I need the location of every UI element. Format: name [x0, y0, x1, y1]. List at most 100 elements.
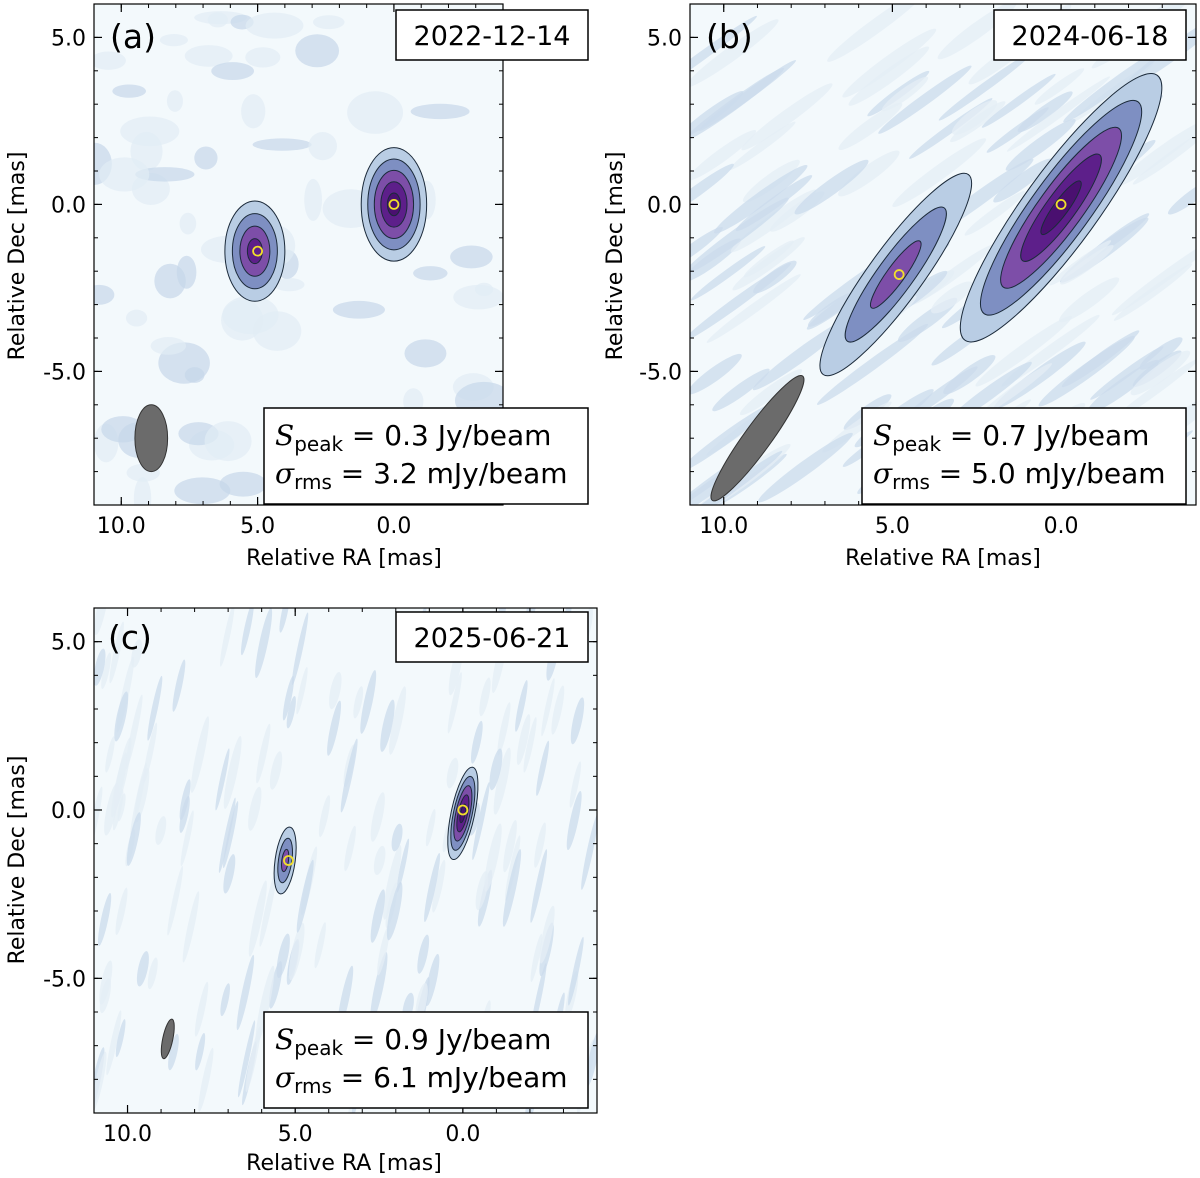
noise-stripe — [515, 680, 528, 732]
noise-stripe — [101, 652, 112, 689]
noise-blob — [332, 300, 385, 319]
noise-stripe — [690, 246, 766, 301]
noise-stripe — [730, 189, 817, 253]
noise-stripe — [739, 369, 803, 416]
noise-stripe — [1063, 44, 1170, 123]
noise-stripe — [1049, 240, 1112, 286]
noise-blob — [347, 91, 404, 134]
noise-stripe — [172, 659, 186, 712]
noise-stripe — [327, 700, 342, 756]
noise-stripe — [714, 164, 808, 234]
stat-peak-a: Speak = 0.3 Jy/beam — [275, 419, 551, 456]
noise-stripe — [523, 717, 537, 773]
noise-stripe — [417, 934, 430, 974]
date-label-a: 2022-12-14 — [414, 21, 571, 52]
date-box-b — [993, 9, 1187, 61]
noise-stripe — [1005, 119, 1076, 171]
noise-stripe — [105, 736, 115, 773]
source-component-a-1 — [360, 147, 428, 262]
source-component-c-1 — [447, 766, 479, 861]
noise-blob — [207, 12, 228, 28]
noise-stripe — [827, 4, 928, 62]
noise-stripe — [237, 1020, 256, 1098]
stat-rms-c: σrms = 6.1 mJy/beam — [275, 1061, 568, 1098]
beam-ellipse-c — [160, 1018, 175, 1060]
stat-peak-sub-a: peak — [294, 432, 343, 456]
date-box-a — [395, 9, 589, 61]
noise-stripe — [1061, 330, 1140, 388]
noise-stripe — [979, 363, 1053, 417]
noise-stripe — [147, 675, 163, 741]
noise-stripe — [741, 83, 833, 151]
noise-stripe — [223, 736, 242, 809]
noise-stripe — [432, 859, 446, 913]
date-box-c — [395, 611, 589, 663]
noise-stripe — [943, 355, 996, 395]
noise-blob — [222, 295, 279, 335]
noise-stripe — [147, 957, 158, 990]
noise-stripe — [570, 697, 585, 745]
noise-stripe — [282, 675, 295, 721]
noise-blob — [410, 103, 470, 120]
noise-stripe — [329, 671, 342, 710]
noise-stripe — [396, 838, 410, 893]
panel-c-svg: 10.0 5.0 0.0 5.0 0.0 -5.0 (c) 2025-06-21 Spea… — [5, 607, 598, 1176]
image-layer-a — [94, 4, 503, 505]
model-marker-a-2 — [252, 245, 264, 257]
noise-blob — [150, 337, 187, 355]
noise-blob — [94, 284, 115, 305]
noise-stripe — [97, 893, 112, 946]
stat-rms-a: σrms = 3.2 mJy/beam — [275, 457, 568, 494]
noise-stripe — [155, 816, 167, 845]
noise-blob — [112, 84, 146, 98]
x-tick-label: 10.0 — [103, 1122, 152, 1147]
noise-stripe — [340, 738, 358, 813]
noise-stripe — [391, 823, 403, 852]
noise-stripe — [536, 740, 550, 796]
source-component-c-2 — [273, 826, 297, 895]
contour-level — [869, 240, 922, 309]
stat-peak-b: Speak = 0.7 Jy/beam — [873, 419, 1149, 456]
stat-rms-sub-b: rms — [892, 470, 930, 494]
noise-blob — [304, 178, 322, 222]
noise-stripe — [130, 762, 147, 836]
stat-rms-value-a: 3.2 mJy/beam — [373, 457, 567, 490]
stat-rms-value-c: 6.1 mJy/beam — [373, 1061, 567, 1094]
noise-stripe — [373, 845, 386, 876]
model-marker-c-1 — [457, 804, 469, 816]
noise-blob — [450, 245, 493, 269]
noise-stripe — [386, 881, 403, 941]
y-axis-label-b: Relative Dec [mas] — [603, 152, 628, 361]
noise-blob — [312, 15, 345, 30]
model-marker-a-1 — [388, 198, 400, 210]
contour-level — [1040, 180, 1082, 236]
noise-stripe — [1139, 337, 1183, 370]
noise-stripe — [1132, 128, 1196, 185]
y-tick-label: 5.0 — [647, 26, 682, 51]
noise-stripe — [541, 678, 555, 737]
stats-box-b — [861, 407, 1187, 505]
noise-stripe — [126, 812, 141, 866]
stat-rms-symbol-b: σ — [873, 457, 893, 490]
noise-stripe — [489, 748, 503, 791]
noise-stripe — [690, 163, 734, 218]
noise-blob — [295, 34, 340, 68]
noise-stripe — [259, 870, 277, 947]
x-tick-label: 5.0 — [240, 514, 275, 539]
x-axis-label-c: Relative RA [mas] — [246, 1151, 442, 1176]
noise-stripe — [690, 353, 742, 395]
noise-stripe — [248, 880, 267, 957]
noise-blob — [176, 255, 197, 289]
stat-peak-value-b: 0.7 Jy/beam — [982, 419, 1149, 452]
noise-stripe — [190, 716, 210, 793]
noise-stripe — [219, 608, 235, 667]
noise-blob — [219, 471, 267, 497]
noise-stripe — [975, 315, 1073, 387]
x-axis-label-a: Relative RA [mas] — [246, 546, 442, 571]
noise-stripe — [370, 889, 386, 943]
noise-stripe — [114, 691, 129, 742]
noise-stripe — [503, 820, 517, 873]
noise-stripe — [194, 981, 209, 1037]
noise-stripe — [415, 982, 428, 1021]
noise-stripe — [318, 795, 331, 838]
